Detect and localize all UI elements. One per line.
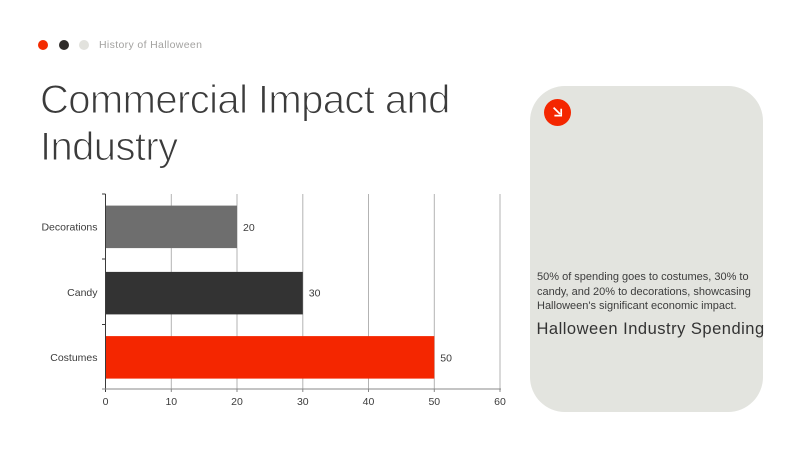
svg-text:30: 30 (309, 287, 321, 299)
svg-text:30: 30 (297, 396, 309, 408)
svg-text:20: 20 (243, 222, 255, 234)
svg-text:Costumes: Costumes (50, 352, 97, 364)
svg-text:50: 50 (428, 396, 440, 408)
svg-text:10: 10 (165, 396, 177, 408)
svg-text:40: 40 (363, 396, 375, 408)
svg-text:50: 50 (440, 353, 452, 365)
svg-text:0: 0 (103, 396, 109, 408)
svg-text:Decorations: Decorations (41, 222, 97, 234)
svg-text:20: 20 (231, 396, 243, 408)
svg-text:60: 60 (494, 396, 506, 408)
svg-text:Candy: Candy (67, 287, 98, 299)
